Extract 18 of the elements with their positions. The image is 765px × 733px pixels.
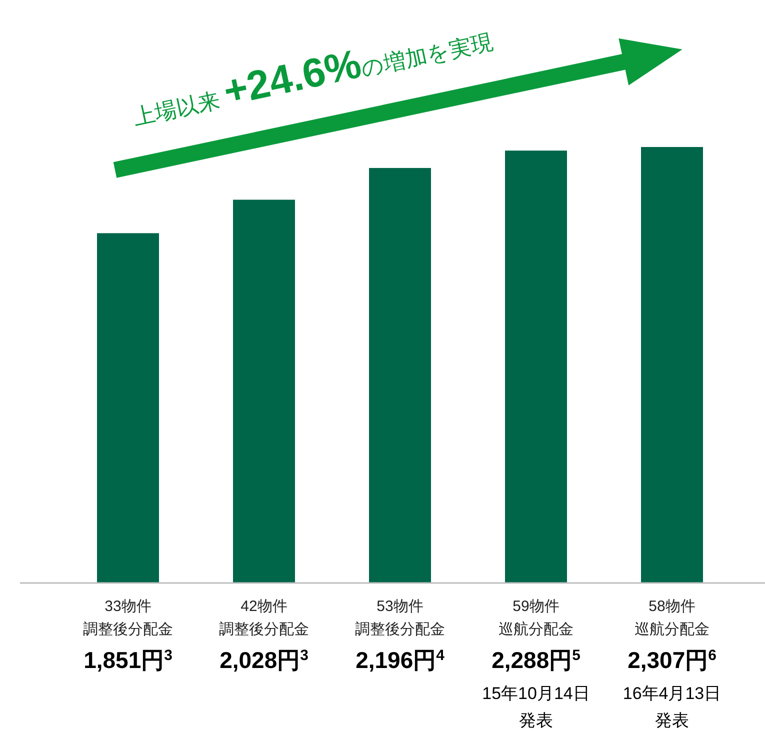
text: 15年10月14日発表 [482,684,590,730]
data-label: 2,288円$^{5}$ [492,646,580,673]
x-tick-label: 58物件巡航分配金 [634,598,710,638]
bar [641,147,703,583]
bar [369,168,431,583]
data-label: 1,851円$^{3}$ [84,646,172,673]
bar [97,233,159,583]
bar [233,200,295,583]
x-tick-label: 42物件調整後分配金 [219,598,309,638]
x-tick-label: 33物件調整後分配金 [83,598,173,638]
data-label: 2,028円$^{3}$ [220,646,308,673]
chart-title: 上場以来 +24.6%の増加を実現 [130,29,496,130]
x-tick-label: 53物件調整後分配金 [355,598,445,638]
data-label: 2,196円$^{4}$ [356,646,446,673]
x-tick-label: 59物件巡航分配金 [498,598,574,638]
data-label: 2,307円$^{6}$ [628,646,716,673]
bar [505,150,567,583]
text: 16年4月13日発表 [622,684,722,730]
